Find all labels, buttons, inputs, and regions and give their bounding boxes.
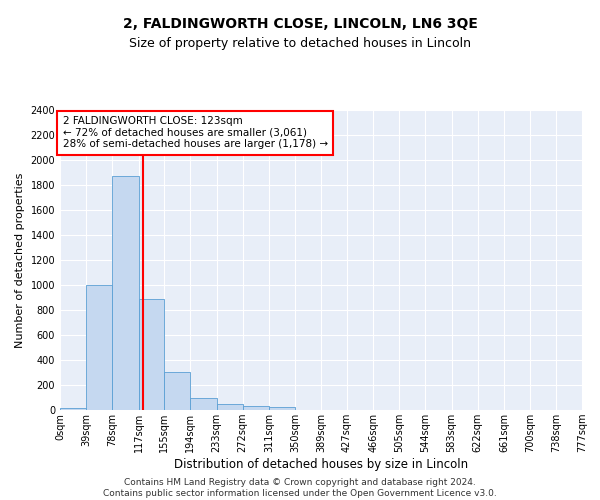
Bar (164, 372, 190, 410)
Bar (112, 176, 139, 410)
Bar (269, 407, 295, 410)
Text: Contains HM Land Registry data © Crown copyright and database right 2024.
Contai: Contains HM Land Registry data © Crown c… (103, 478, 497, 498)
X-axis label: Distribution of detached houses by size in Lincoln: Distribution of detached houses by size … (174, 458, 468, 471)
Bar (190, 398, 217, 410)
Bar (243, 406, 269, 410)
Bar (217, 404, 243, 410)
Y-axis label: Number of detached properties: Number of detached properties (15, 172, 25, 348)
Bar (86, 285, 112, 410)
Text: Size of property relative to detached houses in Lincoln: Size of property relative to detached ho… (129, 38, 471, 51)
Bar (60, 408, 86, 410)
Text: 2, FALDINGWORTH CLOSE, LINCOLN, LN6 3QE: 2, FALDINGWORTH CLOSE, LINCOLN, LN6 3QE (122, 18, 478, 32)
Bar (139, 298, 164, 410)
Text: 2 FALDINGWORTH CLOSE: 123sqm
← 72% of detached houses are smaller (3,061)
28% of: 2 FALDINGWORTH CLOSE: 123sqm ← 72% of de… (62, 116, 328, 150)
